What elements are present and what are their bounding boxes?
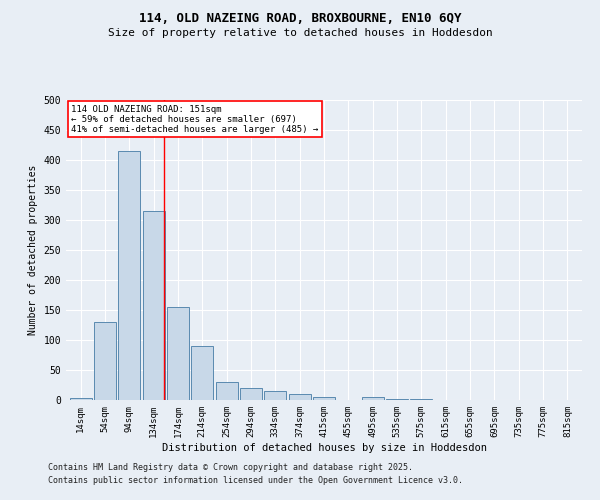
Text: Contains HM Land Registry data © Crown copyright and database right 2025.: Contains HM Land Registry data © Crown c… <box>48 464 413 472</box>
Bar <box>191 346 213 400</box>
Bar <box>215 382 238 400</box>
Bar <box>240 388 262 400</box>
Bar <box>70 398 92 400</box>
Bar <box>362 397 383 400</box>
Bar <box>313 397 335 400</box>
Text: Contains public sector information licensed under the Open Government Licence v3: Contains public sector information licen… <box>48 476 463 485</box>
Bar <box>265 391 286 400</box>
Bar <box>143 211 164 400</box>
Text: 114, OLD NAZEING ROAD, BROXBOURNE, EN10 6QY: 114, OLD NAZEING ROAD, BROXBOURNE, EN10 … <box>139 12 461 26</box>
Bar <box>118 151 140 400</box>
Bar <box>167 307 189 400</box>
Y-axis label: Number of detached properties: Number of detached properties <box>28 165 38 335</box>
X-axis label: Distribution of detached houses by size in Hoddesdon: Distribution of detached houses by size … <box>161 442 487 452</box>
Bar <box>410 399 433 400</box>
Bar <box>94 322 116 400</box>
Bar <box>289 394 311 400</box>
Text: Size of property relative to detached houses in Hoddesdon: Size of property relative to detached ho… <box>107 28 493 38</box>
Text: 114 OLD NAZEING ROAD: 151sqm
← 59% of detached houses are smaller (697)
41% of s: 114 OLD NAZEING ROAD: 151sqm ← 59% of de… <box>71 104 319 134</box>
